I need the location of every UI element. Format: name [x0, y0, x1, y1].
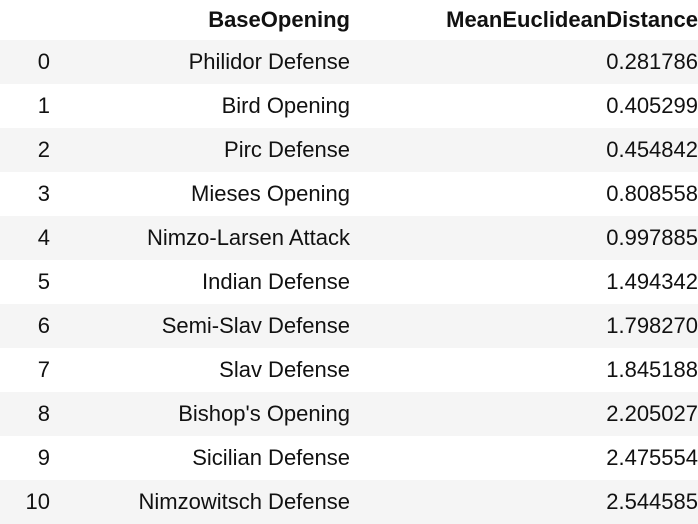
- row-base-opening: Mieses Opening: [191, 181, 350, 206]
- row-base-opening: Nimzo-Larsen Attack: [147, 225, 350, 250]
- row-index: 3: [37, 181, 50, 206]
- table-row: 2 Pirc Defense 0.454842: [0, 128, 698, 172]
- header-base-opening: BaseOpening: [208, 7, 350, 32]
- row-base-opening: Pirc Defense: [224, 137, 350, 162]
- table-row: 7 Slav Defense 1.845188: [0, 348, 698, 392]
- table-body: 0 Philidor Defense 0.281786 1 Bird Openi…: [0, 40, 698, 524]
- row-mean-distance: 1.798270: [606, 313, 698, 338]
- row-index: 4: [37, 225, 50, 250]
- header-row: BaseOpening MeanEuclideanDistance: [0, 0, 698, 40]
- table-row: 5 Indian Defense 1.494342: [0, 260, 698, 304]
- row-mean-distance: 0.281786: [606, 49, 698, 74]
- table-header: BaseOpening MeanEuclideanDistance: [0, 0, 698, 40]
- row-base-opening: Semi-Slav Defense: [161, 313, 350, 338]
- row-base-opening: Philidor Defense: [188, 49, 350, 74]
- header-mean-euclidean-distance: MeanEuclideanDistance: [446, 7, 698, 32]
- row-index: 1: [37, 93, 50, 118]
- table-row: 1 Bird Opening 0.405299: [0, 84, 698, 128]
- table-row: 10 Nimzowitsch Defense 2.544585: [0, 480, 698, 524]
- row-mean-distance: 2.205027: [606, 401, 698, 426]
- row-mean-distance: 0.405299: [606, 93, 698, 118]
- row-index: 6: [37, 313, 50, 338]
- row-mean-distance: 0.454842: [606, 137, 698, 162]
- row-base-opening: Slav Defense: [219, 357, 350, 382]
- row-mean-distance: 2.544585: [606, 489, 698, 514]
- row-index: 8: [37, 401, 50, 426]
- row-index: 7: [37, 357, 50, 382]
- row-base-opening: Bird Opening: [221, 93, 350, 118]
- table-row: 8 Bishop's Opening 2.205027: [0, 392, 698, 436]
- table-row: 3 Mieses Opening 0.808558: [0, 172, 698, 216]
- row-index: 0: [37, 49, 50, 74]
- row-base-opening: Sicilian Defense: [192, 445, 350, 470]
- table-row: 6 Semi-Slav Defense 1.798270: [0, 304, 698, 348]
- row-index: 2: [37, 137, 50, 162]
- row-mean-distance: 0.808558: [606, 181, 698, 206]
- row-index: 9: [37, 445, 50, 470]
- row-base-opening: Nimzowitsch Defense: [138, 489, 350, 514]
- table-row: 4 Nimzo-Larsen Attack 0.997885: [0, 216, 698, 260]
- row-mean-distance: 1.845188: [606, 357, 698, 382]
- row-mean-distance: 1.494342: [606, 269, 698, 294]
- header-index: [0, 0, 50, 40]
- table-row: 0 Philidor Defense 0.281786: [0, 40, 698, 84]
- row-index: 5: [37, 269, 50, 294]
- row-index: 10: [25, 489, 50, 514]
- table-row: 9 Sicilian Defense 2.475554: [0, 436, 698, 480]
- row-mean-distance: 2.475554: [606, 445, 698, 470]
- row-mean-distance: 0.997885: [606, 225, 698, 250]
- row-base-opening: Bishop's Opening: [178, 401, 350, 426]
- row-base-opening: Indian Defense: [202, 269, 350, 294]
